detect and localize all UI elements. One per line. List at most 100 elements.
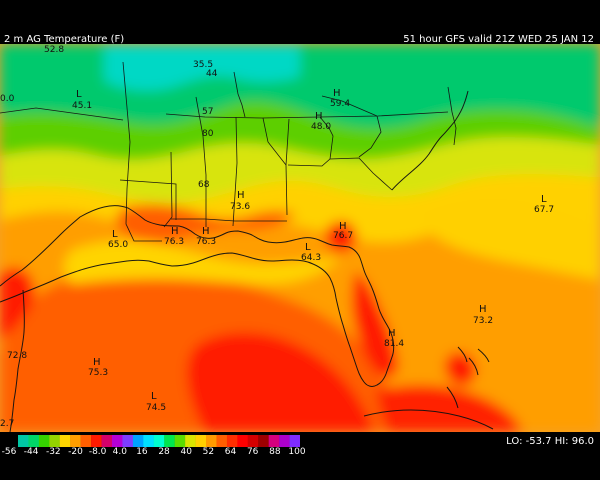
legend-color-swatch — [268, 435, 280, 447]
legend-color-swatch — [49, 435, 60, 447]
red-cuba-shelf — [376, 385, 524, 432]
east-coast — [391, 90, 469, 191]
legend-tick-label: 100 — [288, 447, 306, 457]
map-label: L — [305, 242, 311, 253]
legend-color-swatch — [70, 435, 81, 447]
map-label: L — [112, 229, 118, 240]
map-label: H — [333, 88, 341, 99]
map-label: H — [93, 357, 101, 368]
legend-tick-label: 4.0 — [112, 447, 127, 457]
map-label: 74.5 — [146, 403, 166, 413]
map-label: 44 — [206, 69, 218, 79]
border-line — [171, 218, 287, 222]
legend-tick-label: -8.0 — [88, 447, 107, 457]
legend-color-swatch — [216, 435, 228, 447]
forecast-validity: 51 hour GFS valid 21Z WED 25 JAN 12 — [403, 34, 594, 45]
map-canvas: 52.8 0.0 35.5 44 L 45.1 H 59.4 H 48.0 57… — [0, 44, 600, 432]
bahamas-1 — [457, 346, 468, 363]
border-line — [262, 117, 287, 166]
legend-color-swatch — [101, 435, 113, 447]
legend-color-swatch — [164, 435, 175, 447]
map-label: L — [541, 194, 547, 205]
map-label: 80 — [202, 129, 214, 139]
legend-color-swatch — [174, 435, 186, 447]
map-label: 2.7 — [0, 419, 14, 429]
bahamas-4 — [446, 386, 459, 409]
border-line — [447, 86, 457, 146]
hi-label: HI: — [554, 436, 569, 447]
cuba-north — [363, 409, 494, 430]
map-label: 73.6 — [230, 202, 250, 212]
legend-color-swatch — [289, 435, 300, 447]
temperature-map: 52.8 0.0 35.5 44 L 45.1 H 59.4 H 48.0 57… — [0, 44, 600, 432]
legend-tick-label: -20 — [68, 447, 83, 457]
map-label: H — [237, 190, 245, 201]
legend-tick-label: 76 — [246, 447, 259, 457]
border-line — [163, 151, 173, 228]
red-south-gulf — [187, 332, 374, 432]
map-label: 0.0 — [0, 94, 15, 104]
map-label: 59.4 — [330, 99, 350, 109]
legend-tick-label: -32 — [45, 447, 61, 457]
map-label: 35.5 — [193, 60, 213, 70]
lo-value: -53.7 — [525, 436, 552, 447]
legend-color-swatch — [80, 435, 92, 447]
legend-color-swatch — [122, 435, 134, 447]
map-label: 45.1 — [72, 101, 92, 111]
red-florida-south — [351, 272, 398, 378]
legend-stats: LO: -53.7 HI: 96.0 — [506, 436, 594, 447]
map-title: 2 m AG Temperature (F) — [4, 34, 125, 45]
mexico-coast — [9, 289, 25, 432]
border-line — [321, 95, 378, 117]
teal-coldest-north — [104, 44, 300, 91]
legend-color-swatch — [206, 435, 217, 447]
legend-tick-label: -44 — [23, 447, 39, 457]
border-line — [165, 111, 449, 119]
map-label: L — [151, 391, 157, 402]
map-label: 67.7 — [534, 205, 554, 215]
legend-color-swatch — [38, 435, 50, 447]
map-label: H — [479, 304, 487, 315]
map-label: L — [76, 89, 82, 100]
atlantic-yellow-plume — [417, 194, 600, 280]
legend-color-swatch — [195, 435, 207, 447]
bahamas-2 — [468, 357, 479, 376]
bahamas-3 — [477, 348, 490, 363]
red-bahamas — [444, 352, 477, 386]
orange-red-central — [116, 204, 297, 244]
legend-tick-label: 16 — [136, 447, 148, 457]
state-borders — [0, 61, 457, 242]
hi-value: 96.0 — [571, 436, 594, 447]
legend-color-swatch — [279, 435, 290, 447]
legend-tick-label: 64 — [224, 447, 237, 457]
border-line — [287, 157, 393, 191]
legend-color-swatch — [132, 435, 144, 447]
map-label: 57 — [202, 107, 213, 117]
map-label: 76.3 — [164, 237, 184, 247]
map-label: 81.4 — [384, 339, 404, 349]
map-label: 65.0 — [108, 240, 128, 250]
legend-color-swatch — [143, 435, 154, 447]
red-west-coast — [0, 267, 35, 344]
header: 2 m AG Temperature (F) 51 hour GFS valid… — [0, 0, 600, 45]
us-gulf-coast — [0, 205, 395, 387]
gulf-yellow-plume — [64, 240, 340, 284]
map-label: 52.8 — [44, 45, 64, 55]
border-line — [232, 116, 238, 227]
legend-color-swatch — [185, 435, 196, 447]
map-label: H — [339, 221, 347, 232]
legend-color-swatch — [226, 435, 238, 447]
legend-color-swatch — [59, 435, 71, 447]
border-line — [122, 61, 162, 242]
red-tallahassee-spot — [325, 221, 357, 253]
legend-color-swatch — [91, 435, 102, 447]
map-label: 64.3 — [301, 253, 321, 263]
legend-color-swatch — [247, 435, 259, 447]
legend-tick-label: 28 — [158, 447, 170, 457]
legend-tick-label: 40 — [180, 447, 192, 457]
map-label: H — [388, 328, 396, 339]
map-label: H — [202, 226, 210, 237]
map-label: 68 — [198, 180, 210, 190]
border-line — [233, 71, 246, 118]
border-line — [0, 107, 124, 121]
